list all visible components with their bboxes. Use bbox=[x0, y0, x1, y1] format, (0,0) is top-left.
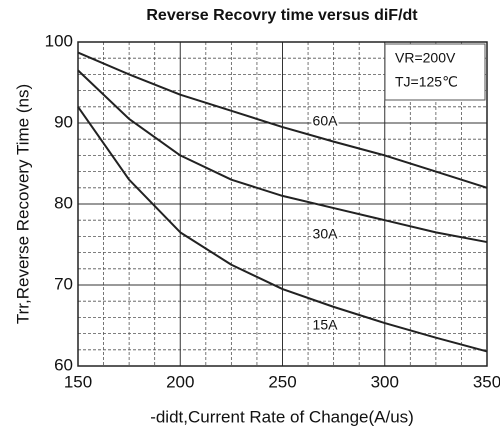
line bbox=[77, 69, 488, 244]
x-tick-label: 350 bbox=[473, 372, 500, 391]
series-label: 30A bbox=[313, 226, 339, 242]
x-tick-label: 300 bbox=[371, 372, 399, 391]
series-label: 60A bbox=[313, 113, 339, 129]
plot-frame bbox=[77, 41, 488, 367]
x-axis-label: -didt,Current Rate of Change(A/us) bbox=[150, 407, 414, 426]
y-tick-label: 90 bbox=[54, 112, 73, 131]
annotation-box bbox=[384, 43, 486, 101]
line bbox=[77, 106, 488, 353]
x-tick-label: 250 bbox=[268, 372, 296, 391]
annotation: VR=200V bbox=[395, 50, 456, 66]
y-axis-label: Trr,Reverse Recovery Time (ns) bbox=[13, 84, 32, 324]
y-tick-label: 60 bbox=[54, 355, 73, 374]
line bbox=[77, 51, 488, 189]
y-tick-label: 80 bbox=[54, 193, 73, 212]
annotation: TJ=125℃ bbox=[395, 74, 458, 90]
y-tick-label: 100 bbox=[45, 31, 73, 50]
chart-title: Reverse Recovry time versus diF/dt bbox=[146, 7, 418, 24]
x-tick-label: 200 bbox=[166, 372, 194, 391]
y-tick-label: 70 bbox=[54, 274, 73, 293]
x-tick-label: 150 bbox=[64, 372, 92, 391]
series-label: 15A bbox=[313, 317, 339, 333]
